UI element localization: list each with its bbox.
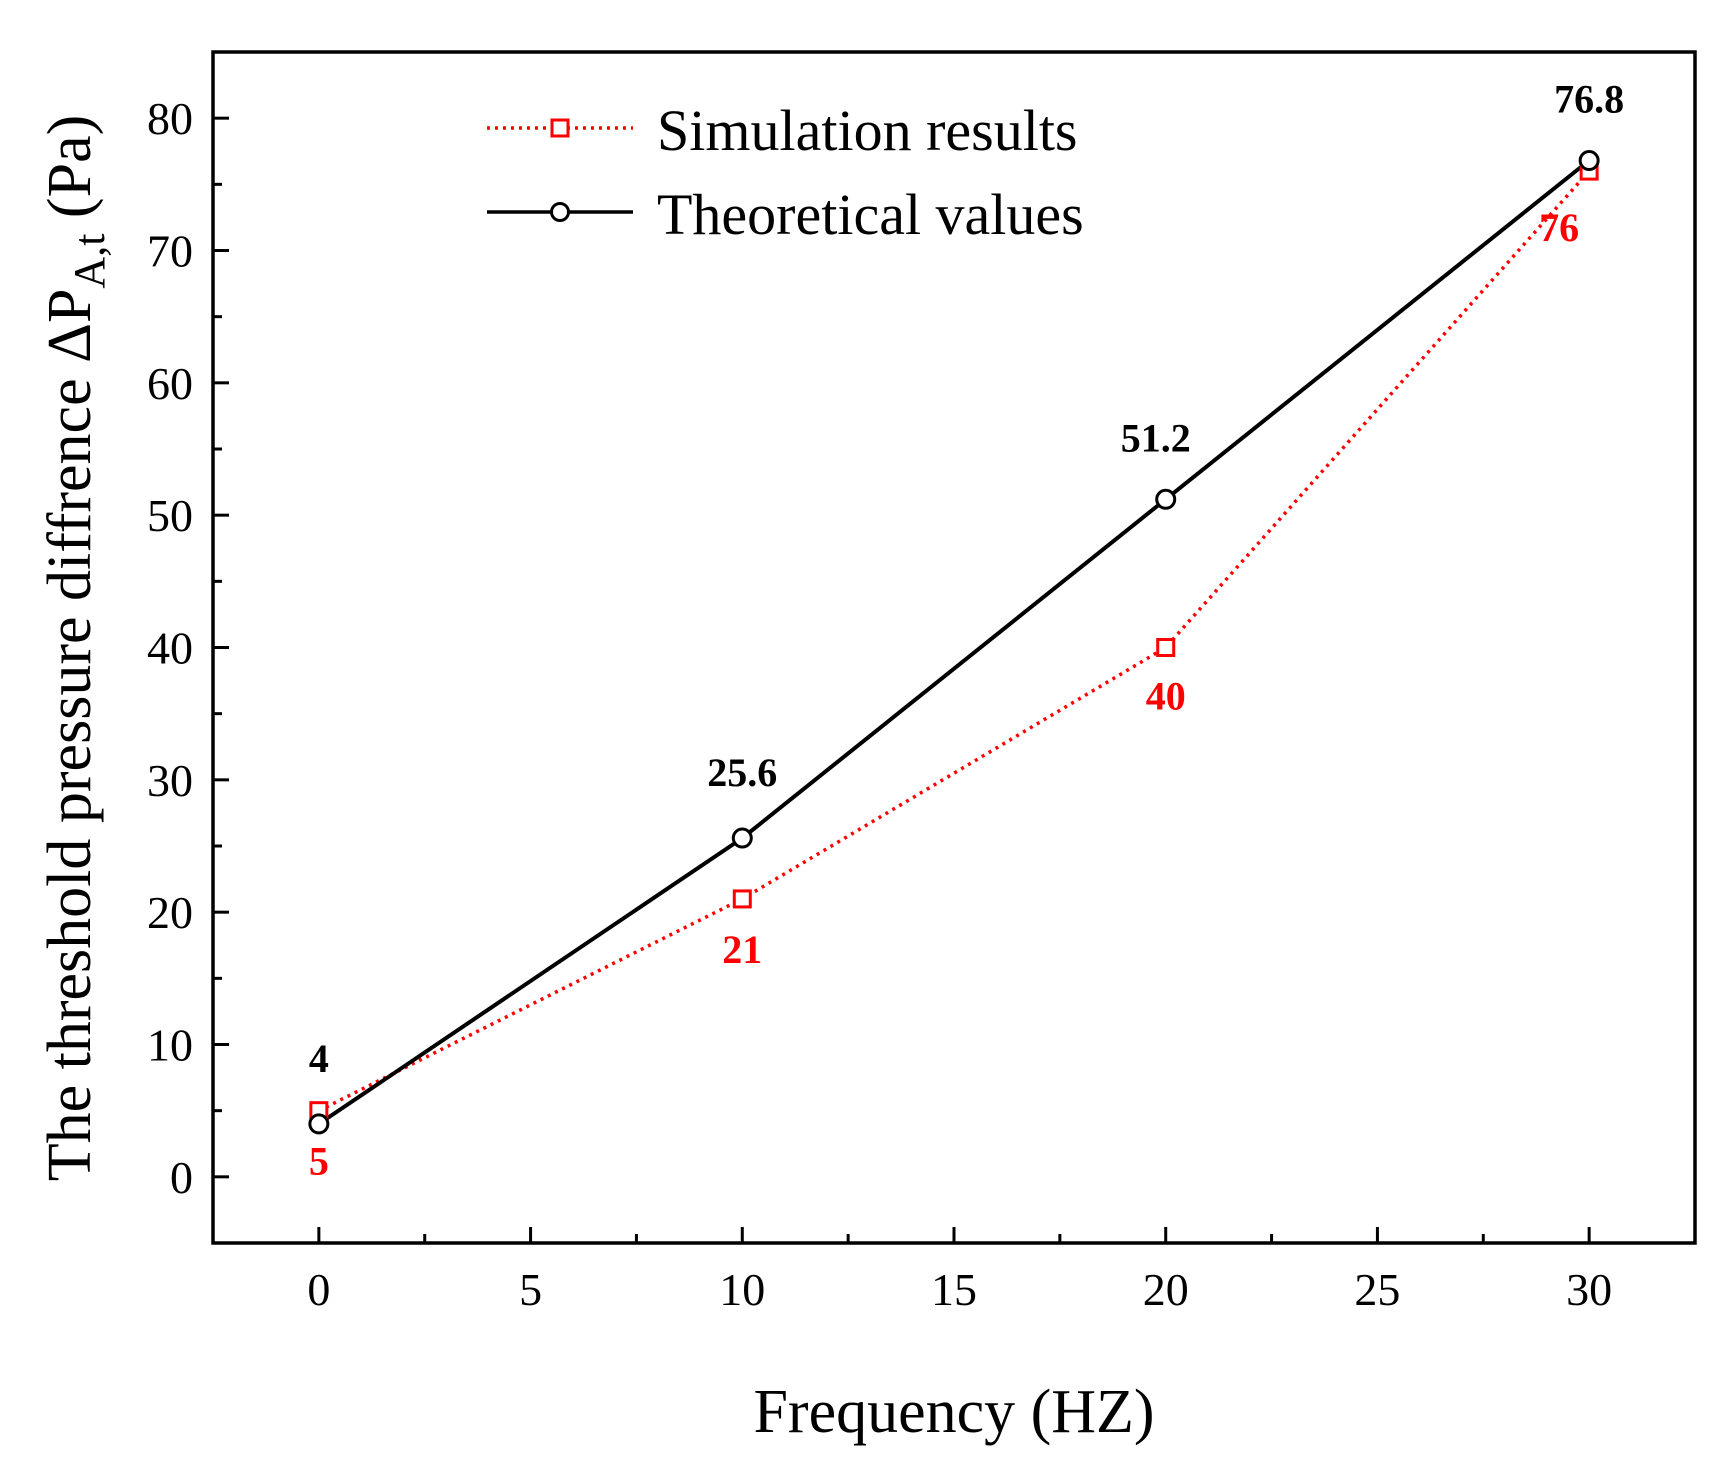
theoretical-data-label: 4	[309, 1036, 329, 1081]
y-tick-label: 40	[147, 623, 193, 674]
legend-simulation-marker	[550, 118, 570, 138]
legend: Simulation results Theoretical values	[487, 98, 1084, 247]
x-tick-label: 30	[1566, 1264, 1612, 1315]
series-layer	[308, 150, 1600, 1135]
x-tick-label: 25	[1354, 1264, 1400, 1315]
y-tick-label: 0	[170, 1152, 193, 1203]
x-tick-label: 20	[1143, 1264, 1189, 1315]
y-axis-title-subscript: A,t	[65, 234, 114, 289]
data-labels: 5 4 21 25.6 40 51.2 76 76.8	[309, 77, 1624, 1184]
simulation-data-label: 40	[1146, 674, 1186, 719]
simulation-data-label: 21	[722, 927, 762, 972]
theoretical-series-line	[317, 158, 1591, 1126]
x-tick-label: 15	[931, 1264, 977, 1315]
theoretical-point	[1155, 488, 1177, 510]
y-tick-label: 80	[147, 93, 193, 144]
y-axis-title-unit: (Pa)	[36, 115, 104, 234]
y-tick-label: 30	[147, 755, 193, 806]
theoretical-data-label: 76.8	[1554, 77, 1624, 122]
simulation-data-label: 76	[1539, 205, 1579, 250]
legend-theoretical-marker	[550, 202, 570, 222]
theoretical-point	[1578, 150, 1600, 172]
theoretical-data-label: 51.2	[1121, 415, 1191, 460]
y-axis-title-main: The threshold pressure diffrence ΔP	[36, 289, 104, 1182]
y-tick-label: 50	[147, 490, 193, 541]
simulation-data-label: 5	[309, 1139, 329, 1184]
theoretical-point	[731, 827, 753, 849]
theoretical-point	[308, 1113, 330, 1135]
x-tick-label: 5	[519, 1264, 542, 1315]
y-tick-label: 10	[147, 1020, 193, 1071]
y-axis-title: The threshold pressure diffrence ΔPA,t (…	[36, 115, 114, 1181]
y-tick-label: 70	[147, 226, 193, 277]
simulation-point	[1156, 638, 1176, 657]
simulation-point	[732, 889, 752, 909]
legend-simulation-label: Simulation results	[657, 98, 1078, 163]
y-tick-label: 20	[147, 887, 193, 938]
x-axis-title: Frequency (HZ)	[753, 1378, 1154, 1446]
theoretical-data-label: 25.6	[707, 750, 777, 795]
legend-theoretical-label: Theoretical values	[657, 182, 1084, 247]
axis-ticks: 0 5 10 15 20 25 30 0 10 20 30 40 50 60 70 80	[147, 93, 1612, 1315]
plot-frame	[211, 50, 1697, 1245]
x-tick-label: 10	[719, 1264, 765, 1315]
y-tick-label: 60	[147, 358, 193, 409]
x-tick-label: 0	[307, 1264, 330, 1315]
